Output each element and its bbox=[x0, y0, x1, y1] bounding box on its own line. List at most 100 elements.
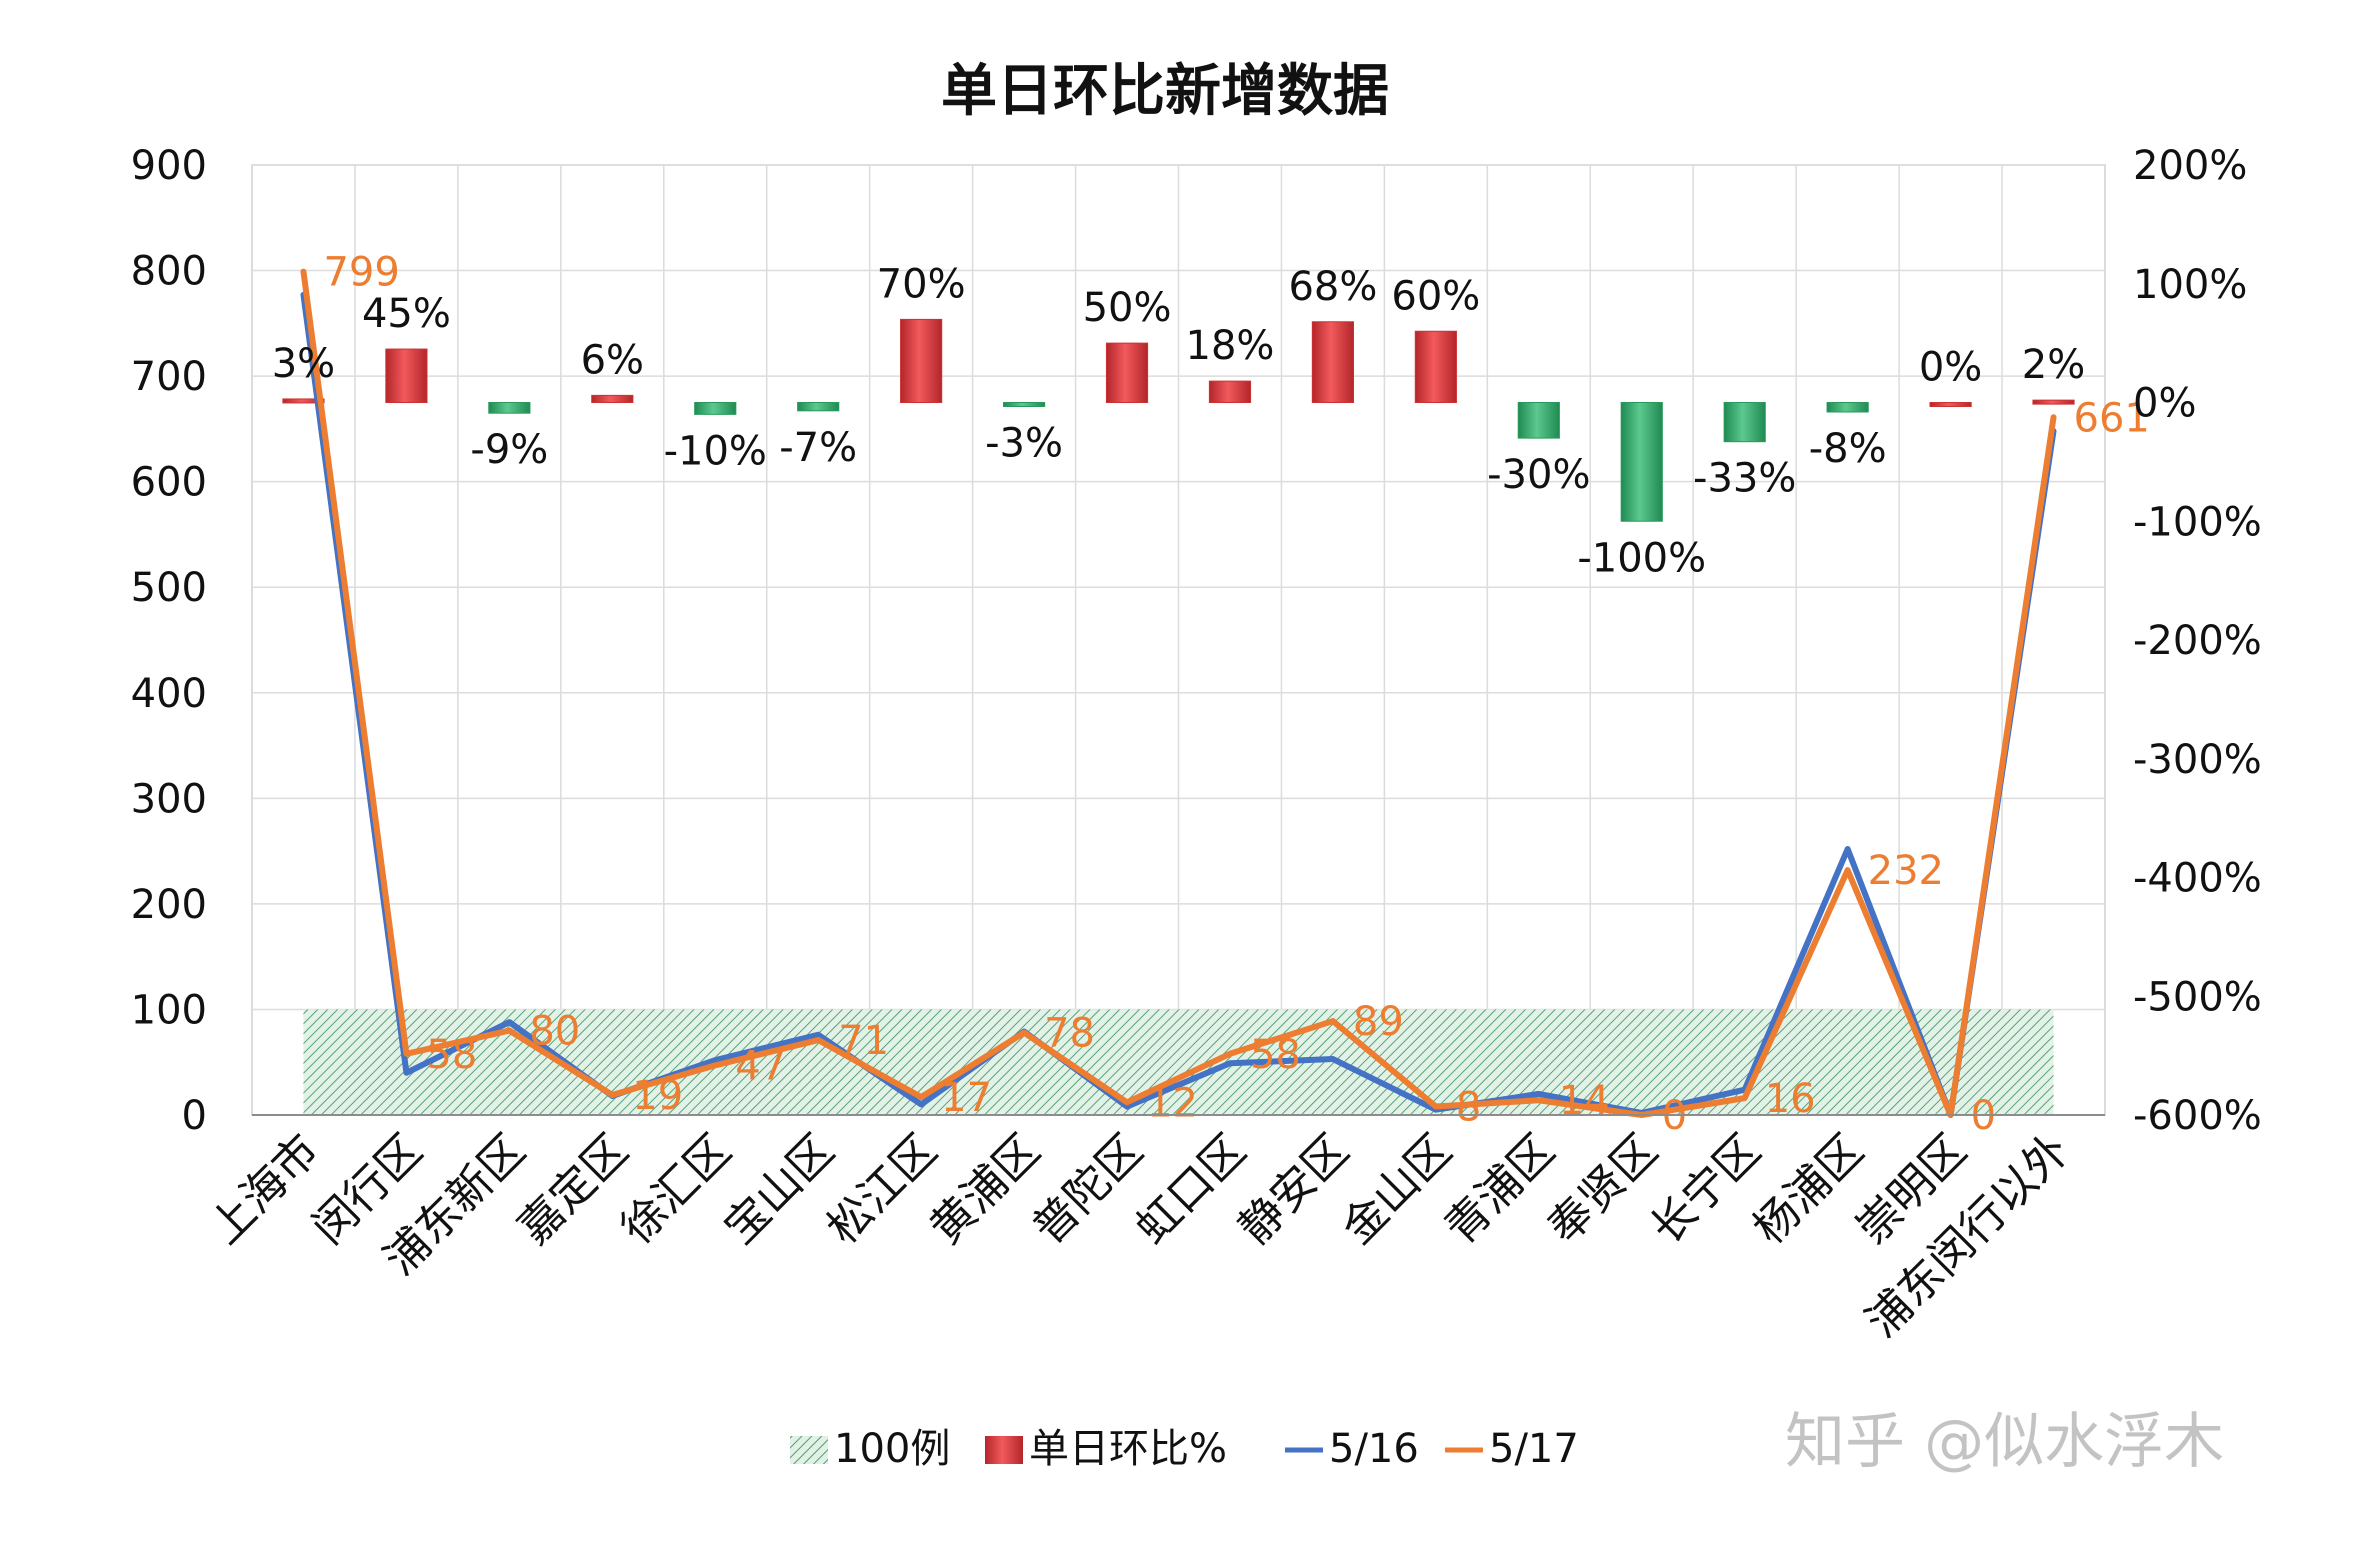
line-517-data-label: 661 bbox=[2074, 395, 2150, 441]
series-point-516 bbox=[1845, 847, 1850, 851]
ratio-bar bbox=[1414, 330, 1457, 403]
line-517-data-label: 19 bbox=[632, 1073, 683, 1119]
ratio-bar-label: 45% bbox=[362, 291, 451, 337]
ratio-bar-label: 60% bbox=[1391, 273, 1480, 319]
ratio-bar bbox=[2032, 399, 2075, 405]
watermark: 知乎 @似水浮木 bbox=[1785, 1407, 2224, 1477]
series-point-517 bbox=[610, 1092, 615, 1097]
ratio-bar bbox=[694, 402, 737, 415]
series-point-517 bbox=[816, 1038, 821, 1043]
series-point-516 bbox=[1125, 1104, 1130, 1109]
ratio-bar bbox=[1311, 321, 1355, 403]
y2-tick-label: -100% bbox=[2133, 499, 2262, 545]
y-tick-label: 600 bbox=[131, 460, 207, 506]
ratio-bar-label: -30% bbox=[1487, 452, 1590, 498]
y-tick-label: 200 bbox=[131, 882, 207, 928]
line-517-data-label: 89 bbox=[1353, 999, 1404, 1045]
ratio-bar-label: 2% bbox=[2022, 342, 2085, 388]
series-point-517 bbox=[1742, 1096, 1747, 1101]
series-point-517 bbox=[507, 1028, 512, 1033]
y-tick-label: 900 bbox=[131, 143, 207, 189]
series-point-517 bbox=[301, 269, 306, 274]
ratio-bar-layer bbox=[282, 318, 2075, 522]
legend-label-line-516: 5/16 bbox=[1329, 1426, 1419, 1472]
line-517-data-label: 78 bbox=[1044, 1011, 1095, 1057]
series-point-516 bbox=[507, 1020, 512, 1025]
line-517-data-label: 12 bbox=[1147, 1080, 1198, 1126]
ratio-bar-label: -3% bbox=[985, 421, 1063, 467]
line-517-data-label: 8 bbox=[1456, 1085, 1481, 1131]
series-point-516 bbox=[1330, 1057, 1335, 1062]
ratio-bar bbox=[1723, 402, 1766, 443]
legend-label-line-517: 5/17 bbox=[1489, 1426, 1579, 1472]
line-517-data-label: 58 bbox=[1250, 1032, 1301, 1078]
y2-tick-label: 100% bbox=[2133, 262, 2247, 308]
line-517-data-label: 80 bbox=[529, 1009, 580, 1055]
series-point-516 bbox=[816, 1032, 821, 1037]
ratio-bar bbox=[591, 394, 634, 403]
y2-tick-label: 0% bbox=[2133, 381, 2196, 427]
series-point-517 bbox=[1536, 1098, 1541, 1103]
series-point-516 bbox=[713, 1058, 718, 1063]
y-tick-label: 0 bbox=[182, 1093, 207, 1139]
ratio-bar bbox=[797, 402, 840, 412]
ratio-bar bbox=[1929, 402, 1972, 407]
legend-label-area: 100例 bbox=[834, 1426, 950, 1472]
legend-swatch-area bbox=[790, 1436, 828, 1464]
ratio-bar bbox=[1517, 402, 1560, 439]
ratio-bar bbox=[1826, 402, 1869, 413]
series-line-517 bbox=[300, 268, 2057, 1118]
ratio-bar-label: -10% bbox=[664, 428, 767, 474]
y2-tick-label: -400% bbox=[2133, 856, 2262, 902]
ratio-bar-label: 18% bbox=[1186, 323, 1275, 369]
line-517-data-label: 71 bbox=[838, 1018, 889, 1064]
series-point-516 bbox=[404, 1070, 409, 1075]
series-point-517 bbox=[1022, 1030, 1027, 1035]
ratio-bar-label: 68% bbox=[1288, 264, 1377, 310]
y2-tick-label: 200% bbox=[2133, 143, 2247, 189]
series-point-516 bbox=[1227, 1061, 1232, 1066]
ratio-bar-label: 70% bbox=[877, 261, 966, 307]
ratio-bar bbox=[385, 348, 428, 403]
ratio-bar bbox=[900, 318, 943, 403]
series-point-517 bbox=[1845, 868, 1850, 873]
ratio-bar-label: 6% bbox=[581, 337, 644, 383]
series-point-517 bbox=[1433, 1104, 1438, 1109]
y-tick-label: 800 bbox=[131, 249, 207, 295]
chart-title: 单日环比新增数据 bbox=[941, 59, 1389, 124]
legend: 100例 单日环比% 5/16 5/17 bbox=[790, 1426, 1579, 1472]
ratio-bar bbox=[488, 402, 531, 414]
series-point-516 bbox=[919, 1102, 924, 1107]
ratio-bar bbox=[1620, 402, 1663, 522]
legend-swatch-bar bbox=[985, 1436, 1023, 1464]
line-series-layer bbox=[300, 268, 2057, 1118]
y-tick-label: 100 bbox=[131, 987, 207, 1033]
ratio-bar-label: 50% bbox=[1083, 285, 1172, 331]
ratio-bar bbox=[282, 398, 325, 404]
ratio-bar bbox=[1002, 402, 1046, 407]
data-label-layer: 3% 45% -9% 6% -10% -7% 70% -3% 50% 18% 68% 60% -30% -… bbox=[272, 250, 2150, 1139]
y-tick-label: 700 bbox=[131, 354, 207, 400]
ratio-bar-label: -100% bbox=[1577, 535, 1706, 581]
y2-tick-label: -500% bbox=[2133, 974, 2262, 1020]
series-point-517 bbox=[404, 1051, 409, 1056]
ratio-bar-label: -8% bbox=[1809, 426, 1887, 472]
series-point-517 bbox=[1125, 1100, 1130, 1105]
y-tick-label: 400 bbox=[131, 671, 207, 717]
series-point-517 bbox=[1330, 1019, 1335, 1024]
reference-area-layer bbox=[303, 1009, 2054, 1115]
line-517-data-label: 17 bbox=[941, 1075, 992, 1121]
ratio-bar-label: 3% bbox=[272, 341, 335, 387]
series-point-517 bbox=[713, 1063, 718, 1068]
series-point-517 bbox=[1227, 1051, 1232, 1056]
ratio-bar-label: -7% bbox=[779, 425, 857, 471]
ratio-bar bbox=[1208, 380, 1252, 403]
line-517-data-label: 232 bbox=[1868, 848, 1944, 894]
series-point-516 bbox=[1536, 1091, 1541, 1096]
line-517-data-label: 14 bbox=[1559, 1078, 1610, 1124]
series-point-517 bbox=[919, 1095, 924, 1100]
legend-label-bar: 单日环比% bbox=[1029, 1426, 1227, 1472]
ratio-bar-label: -9% bbox=[470, 427, 548, 473]
